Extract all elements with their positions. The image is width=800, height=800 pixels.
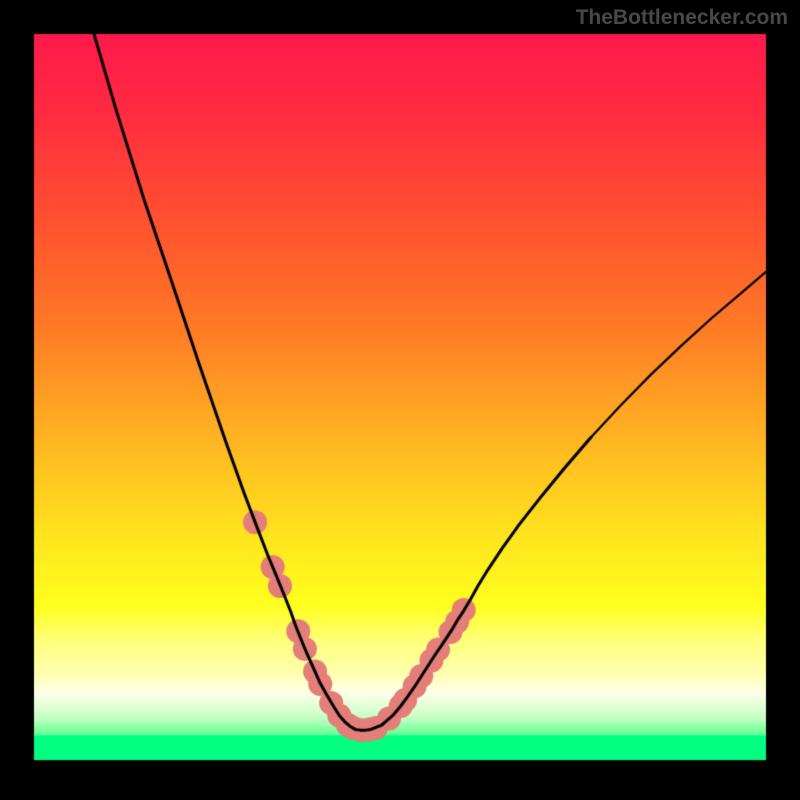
bottleneck-chart	[0, 0, 800, 800]
